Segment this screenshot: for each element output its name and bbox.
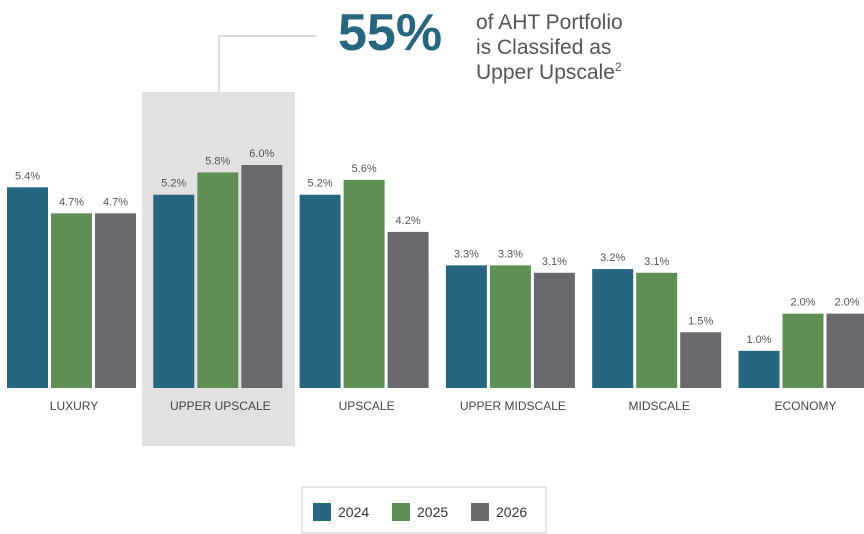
bar — [299, 194, 341, 388]
x-tick-label: MIDSCALE — [629, 399, 690, 413]
legend-label: 2026 — [496, 504, 527, 520]
value-label: 5.6% — [352, 163, 377, 175]
value-label: 3.2% — [600, 252, 625, 264]
bar — [197, 172, 239, 388]
bar — [533, 272, 575, 388]
callout-value: 55% — [338, 4, 442, 62]
x-tick-label: ECONOMY — [774, 399, 836, 413]
bar — [153, 194, 195, 388]
legend-box — [301, 486, 547, 534]
bar — [592, 269, 634, 388]
leader-line — [218, 35, 316, 92]
value-label: 2.0% — [834, 297, 859, 309]
x-tick-label: UPPER UPSCALE — [170, 399, 271, 413]
x-tick-label: LUXURY — [50, 399, 98, 413]
callout-text: is Classifed as — [476, 36, 611, 59]
x-tick-label: UPPER MIDSCALE — [460, 399, 566, 413]
bar — [7, 187, 48, 388]
callout-text: Upper Upscale — [476, 61, 615, 84]
bar — [680, 332, 722, 388]
legend-swatch — [313, 503, 331, 521]
value-label: 5.2% — [161, 178, 186, 190]
bar — [241, 165, 283, 388]
value-label: 5.2% — [308, 178, 333, 190]
value-label: 5.8% — [205, 155, 230, 167]
bar — [95, 213, 136, 388]
legend-label: 2025 — [417, 504, 448, 520]
footnote: 2 — [615, 60, 622, 74]
value-label: 4.7% — [59, 196, 84, 208]
value-label: 4.7% — [103, 196, 128, 208]
value-label: 4.2% — [396, 215, 421, 227]
value-label: 6.0% — [249, 148, 274, 160]
legend-label: 2024 — [338, 504, 369, 520]
value-label: 3.3% — [454, 248, 479, 260]
bar — [51, 213, 92, 388]
callout-text: Upper Upscale2 — [476, 60, 622, 84]
bar — [343, 179, 385, 388]
value-label: 1.0% — [746, 334, 771, 346]
value-label: 3.3% — [498, 248, 523, 260]
value-label: 3.1% — [542, 256, 567, 268]
value-label: 3.1% — [644, 256, 669, 268]
value-label: 2.0% — [790, 297, 815, 309]
bar — [445, 265, 487, 388]
legend-swatch — [392, 503, 410, 521]
legend-swatch — [471, 503, 489, 521]
bar — [636, 272, 678, 388]
bar — [826, 313, 864, 388]
bar — [489, 265, 531, 388]
x-tick-label: UPSCALE — [339, 399, 395, 413]
bar — [738, 350, 780, 388]
value-label: 1.5% — [688, 315, 713, 327]
bar — [782, 313, 824, 388]
value-label: 5.4% — [15, 170, 40, 182]
callout-text: of AHT Portfolio — [476, 11, 623, 34]
bar — [387, 231, 429, 388]
